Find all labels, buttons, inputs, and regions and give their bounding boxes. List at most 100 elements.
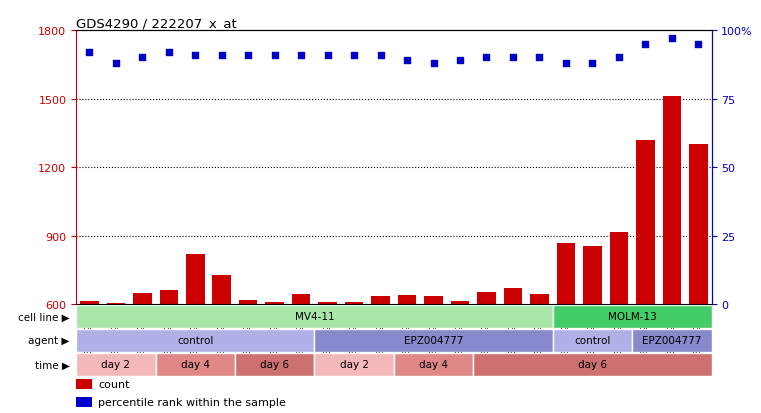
Bar <box>212 275 231 304</box>
Bar <box>658 304 685 311</box>
Point <box>322 52 334 59</box>
Bar <box>262 304 288 311</box>
Bar <box>632 304 658 311</box>
Text: agent ▶: agent ▶ <box>28 335 70 345</box>
Bar <box>685 304 712 311</box>
Text: day 4: day 4 <box>181 359 210 369</box>
Bar <box>155 353 235 376</box>
Point <box>507 55 519 62</box>
Point <box>428 60 440 67</box>
Bar <box>368 304 394 311</box>
Bar <box>451 301 470 304</box>
Text: MV4-11: MV4-11 <box>295 311 334 322</box>
Text: percentile rank within the sample: percentile rank within the sample <box>98 397 286 407</box>
Bar <box>398 295 416 304</box>
Bar <box>318 303 337 304</box>
Bar <box>314 304 341 311</box>
Text: EPZ004777: EPZ004777 <box>642 335 702 345</box>
Bar <box>689 145 708 304</box>
Bar <box>371 296 390 304</box>
Bar <box>632 329 712 352</box>
Bar <box>80 301 99 304</box>
Bar <box>160 290 178 304</box>
Bar <box>579 304 606 311</box>
Bar <box>76 304 103 311</box>
Text: time ▶: time ▶ <box>35 359 70 369</box>
Bar <box>552 305 712 328</box>
Point <box>639 41 651 48</box>
Bar <box>473 353 712 376</box>
Bar <box>155 304 182 311</box>
Bar <box>314 329 552 352</box>
Bar <box>477 292 495 304</box>
Bar <box>314 353 394 376</box>
Point <box>613 55 625 62</box>
Bar <box>266 302 284 304</box>
Bar <box>473 304 500 311</box>
Text: control: control <box>575 335 610 345</box>
Bar <box>103 304 129 311</box>
Point <box>215 52 228 59</box>
Text: count: count <box>98 379 130 389</box>
Point <box>454 58 466 64</box>
Point <box>295 52 307 59</box>
Bar <box>239 301 257 304</box>
Bar <box>500 304 526 311</box>
Bar <box>235 353 314 376</box>
Bar <box>636 140 654 304</box>
Bar <box>583 247 602 304</box>
Text: day 2: day 2 <box>101 359 130 369</box>
Point <box>83 50 95 56</box>
Bar <box>76 353 155 376</box>
Point <box>348 52 360 59</box>
Bar <box>182 304 209 311</box>
Bar <box>394 304 420 311</box>
Text: MOLM-13: MOLM-13 <box>608 311 657 322</box>
Point <box>136 55 148 62</box>
Bar <box>606 304 632 311</box>
Bar <box>209 304 235 311</box>
Bar <box>394 353 473 376</box>
Bar <box>341 304 368 311</box>
Point <box>374 52 387 59</box>
Point <box>586 60 598 67</box>
Text: EPZ004777: EPZ004777 <box>404 335 463 345</box>
Text: day 4: day 4 <box>419 359 448 369</box>
Point <box>480 55 492 62</box>
Bar <box>556 243 575 304</box>
Text: GDS4290 / 222207_x_at: GDS4290 / 222207_x_at <box>76 17 237 30</box>
Text: control: control <box>177 335 213 345</box>
Bar <box>425 296 443 304</box>
Bar <box>107 303 125 304</box>
Point <box>189 52 202 59</box>
Point <box>666 36 678 43</box>
Bar <box>552 329 632 352</box>
Bar <box>288 304 314 311</box>
Point <box>693 41 705 48</box>
Bar <box>292 295 310 304</box>
Text: cell line ▶: cell line ▶ <box>18 311 70 322</box>
Bar <box>447 304 473 311</box>
Point <box>401 58 413 64</box>
Bar <box>186 254 205 304</box>
Point <box>242 52 254 59</box>
Bar <box>420 304 447 311</box>
Bar <box>345 302 363 304</box>
Point <box>163 50 175 56</box>
Bar <box>76 329 314 352</box>
Text: day 6: day 6 <box>578 359 607 369</box>
Bar <box>610 233 628 304</box>
Bar <box>76 379 92 389</box>
Text: day 2: day 2 <box>339 359 368 369</box>
Text: day 6: day 6 <box>260 359 289 369</box>
Bar <box>530 294 549 304</box>
Point <box>110 60 122 67</box>
Point <box>560 60 572 67</box>
Bar <box>526 304 552 311</box>
Point <box>533 55 546 62</box>
Bar <box>504 289 522 304</box>
Point <box>269 52 281 59</box>
Bar <box>235 304 262 311</box>
Bar <box>133 294 151 304</box>
Bar <box>129 304 155 311</box>
